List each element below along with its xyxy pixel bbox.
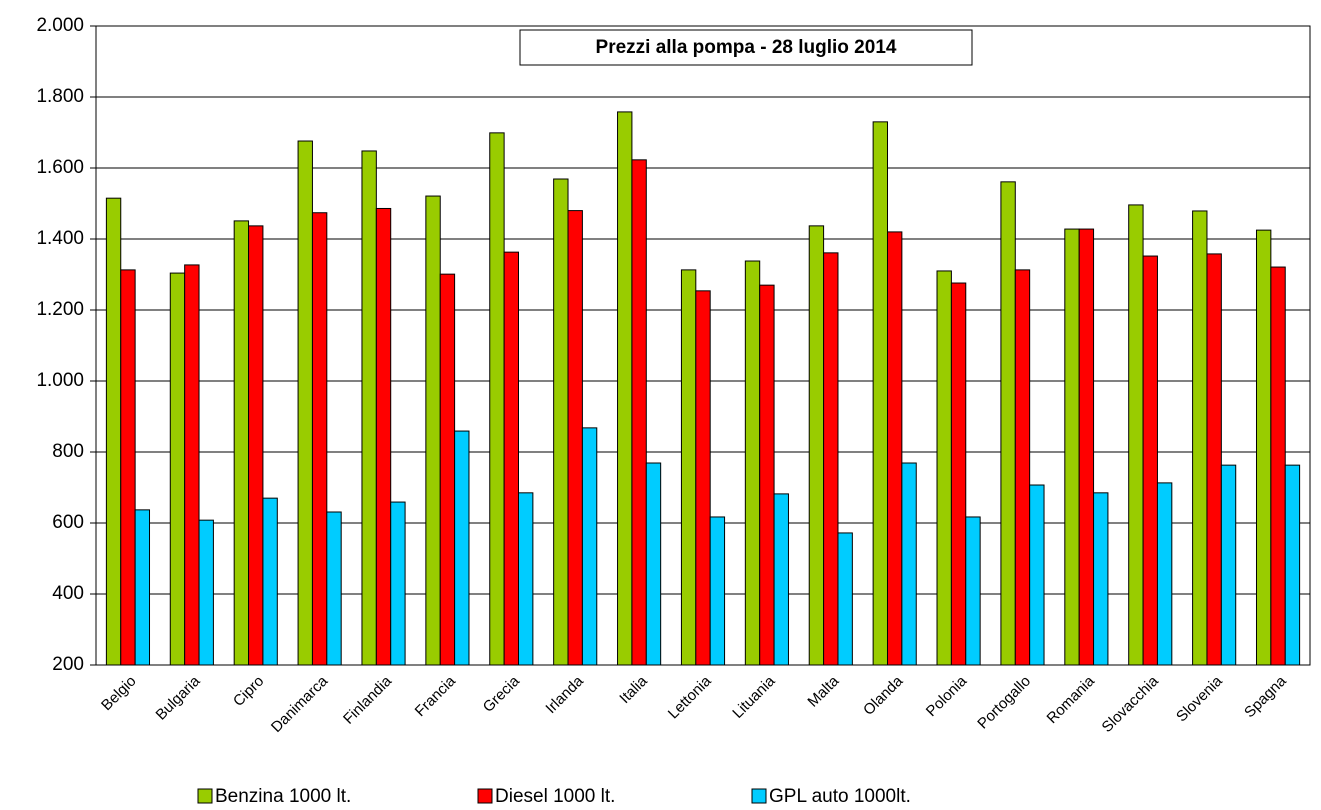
bar — [233, 220, 250, 666]
bar — [311, 212, 328, 666]
bar — [744, 260, 761, 666]
bar — [454, 430, 470, 666]
bar — [1142, 255, 1158, 666]
bar — [518, 492, 534, 666]
y-tick-label: 2.000 — [36, 15, 84, 36]
y-tick-label: 600 — [52, 512, 84, 533]
y-tick-label: 1.200 — [36, 299, 84, 320]
bar — [837, 532, 853, 666]
x-tick-label: Danimarca — [268, 672, 332, 736]
y-tick-label: 400 — [52, 583, 84, 604]
bar — [262, 497, 278, 666]
y-tick-label: 1.800 — [36, 86, 84, 107]
x-tick-label: Slovenia — [1173, 672, 1226, 725]
bar — [503, 251, 520, 666]
bar — [936, 270, 952, 666]
x-tick-label: Spagna — [1241, 672, 1290, 721]
bar — [1064, 228, 1080, 666]
bar — [1156, 482, 1173, 666]
bar — [105, 197, 122, 666]
bar — [1093, 492, 1109, 666]
bar — [1014, 269, 1031, 666]
title-box — [519, 29, 973, 66]
x-tick-label: Malta — [804, 672, 842, 710]
x-tick-label: Finlandia — [340, 672, 396, 728]
x-tick-label: Bulgaria — [153, 672, 204, 723]
x-tick-label: Romania — [1044, 672, 1099, 727]
bar — [134, 509, 151, 666]
legend-swatch — [751, 788, 767, 804]
bar — [489, 132, 505, 666]
x-tick-label: Grecia — [480, 672, 524, 716]
bar — [248, 225, 264, 666]
y-tick-label: 1.600 — [36, 157, 84, 178]
bar — [169, 272, 186, 666]
bar — [198, 519, 214, 666]
x-tick-label: Cipro — [230, 673, 267, 710]
y-tick-label: 1.000 — [36, 370, 84, 391]
x-tick-label: Belgio — [98, 673, 140, 715]
bar — [581, 427, 598, 666]
bar — [390, 501, 406, 666]
bar — [1270, 266, 1286, 666]
bar — [709, 516, 726, 666]
legend-label: GPL auto 1000lt. — [769, 786, 911, 807]
chart-title: Prezzi alla pompa - 28 luglio 2014 — [596, 37, 897, 58]
bar — [695, 290, 711, 666]
bar — [680, 269, 697, 666]
bar — [1220, 464, 1237, 666]
bar — [872, 121, 888, 666]
bar — [1192, 210, 1208, 666]
bar — [1078, 228, 1095, 666]
x-tick-label: Irlanda — [542, 672, 587, 717]
bar — [645, 462, 662, 666]
y-tick-label: 800 — [52, 441, 84, 462]
legend-label: Benzina 1000 lt. — [215, 786, 351, 807]
x-tick-label: Portogallo — [974, 673, 1034, 733]
x-tick-label: Italia — [616, 672, 651, 707]
bar — [361, 150, 377, 666]
bar — [297, 140, 313, 666]
x-tick-label: Slovacchia — [1099, 672, 1163, 736]
bar — [567, 210, 583, 666]
bar — [1206, 253, 1222, 666]
bar — [759, 284, 775, 666]
bar — [425, 195, 441, 666]
x-tick-label: Olanda — [860, 672, 907, 719]
bar — [1000, 181, 1016, 666]
bar — [965, 516, 981, 666]
legend-label: Diesel 1000 lt. — [495, 786, 615, 807]
bar — [120, 269, 136, 666]
bar — [1029, 484, 1045, 666]
bar — [950, 282, 967, 666]
plot: 200 400 600 800 1.000 1.200 1.400 1.600 1.800 2.0… — [36, 15, 1311, 807]
y-tick-label: 200 — [52, 654, 84, 675]
x-tick-label: Lituania — [729, 672, 779, 722]
bar — [808, 225, 825, 666]
bar — [617, 111, 633, 666]
x-tick-label: Polonia — [923, 672, 971, 720]
x-tick-label: Francia — [412, 672, 460, 720]
bar — [184, 264, 200, 666]
bar — [553, 178, 569, 666]
bar — [773, 493, 789, 666]
bar — [631, 159, 647, 666]
bar — [439, 273, 456, 666]
bar — [823, 252, 839, 666]
bar — [1128, 204, 1144, 666]
bar — [375, 207, 392, 666]
bar — [901, 462, 917, 666]
bar — [326, 511, 342, 666]
bar — [1284, 464, 1301, 666]
legend-swatch — [477, 788, 493, 804]
bar — [886, 231, 903, 666]
legend-swatch — [197, 788, 213, 804]
bar — [1255, 229, 1272, 666]
x-tick-label: Lettonia — [665, 672, 715, 722]
y-tick-label: 1.400 — [36, 228, 84, 249]
